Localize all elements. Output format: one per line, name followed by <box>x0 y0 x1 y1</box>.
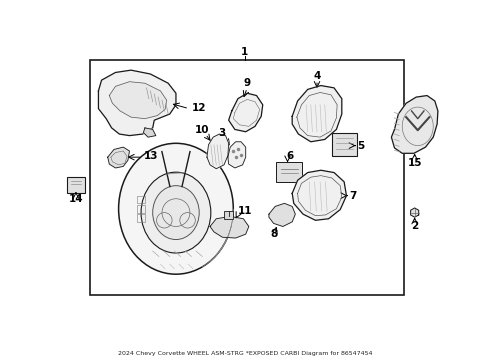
Text: 2024 Chevy Corvette WHEEL ASM-STRG *EXPOSED CARBI Diagram for 86547454: 2024 Chevy Corvette WHEEL ASM-STRG *EXPO… <box>118 351 372 356</box>
Text: 11: 11 <box>238 206 252 216</box>
FancyBboxPatch shape <box>276 162 302 182</box>
Text: 13: 13 <box>144 152 159 161</box>
Ellipse shape <box>141 172 211 253</box>
Text: 1: 1 <box>241 48 248 58</box>
Polygon shape <box>269 203 295 226</box>
Polygon shape <box>392 95 438 153</box>
Text: 4: 4 <box>313 71 320 81</box>
Polygon shape <box>109 82 167 119</box>
Bar <box>137 195 145 203</box>
Bar <box>90 60 404 295</box>
Polygon shape <box>228 142 245 168</box>
Text: 15: 15 <box>407 158 422 167</box>
Polygon shape <box>207 134 229 169</box>
Polygon shape <box>411 208 418 217</box>
Text: 7: 7 <box>349 191 357 201</box>
Text: 5: 5 <box>357 141 365 150</box>
Polygon shape <box>229 93 263 132</box>
Text: 2: 2 <box>411 221 418 231</box>
FancyBboxPatch shape <box>67 177 85 193</box>
Ellipse shape <box>153 186 199 239</box>
Ellipse shape <box>119 143 233 274</box>
Text: 12: 12 <box>192 103 206 113</box>
Text: 6: 6 <box>286 150 294 161</box>
Polygon shape <box>144 128 156 137</box>
Bar <box>137 205 145 213</box>
Polygon shape <box>98 70 176 136</box>
Text: 9: 9 <box>244 78 251 88</box>
Bar <box>137 214 145 222</box>
Polygon shape <box>108 147 129 168</box>
Text: 14: 14 <box>69 194 83 204</box>
Text: 10: 10 <box>195 125 210 135</box>
FancyBboxPatch shape <box>332 133 357 156</box>
Polygon shape <box>292 170 346 220</box>
Polygon shape <box>292 86 342 142</box>
Polygon shape <box>210 216 249 238</box>
Text: 8: 8 <box>270 229 277 239</box>
Bar <box>224 211 233 219</box>
Text: 3: 3 <box>218 128 225 138</box>
